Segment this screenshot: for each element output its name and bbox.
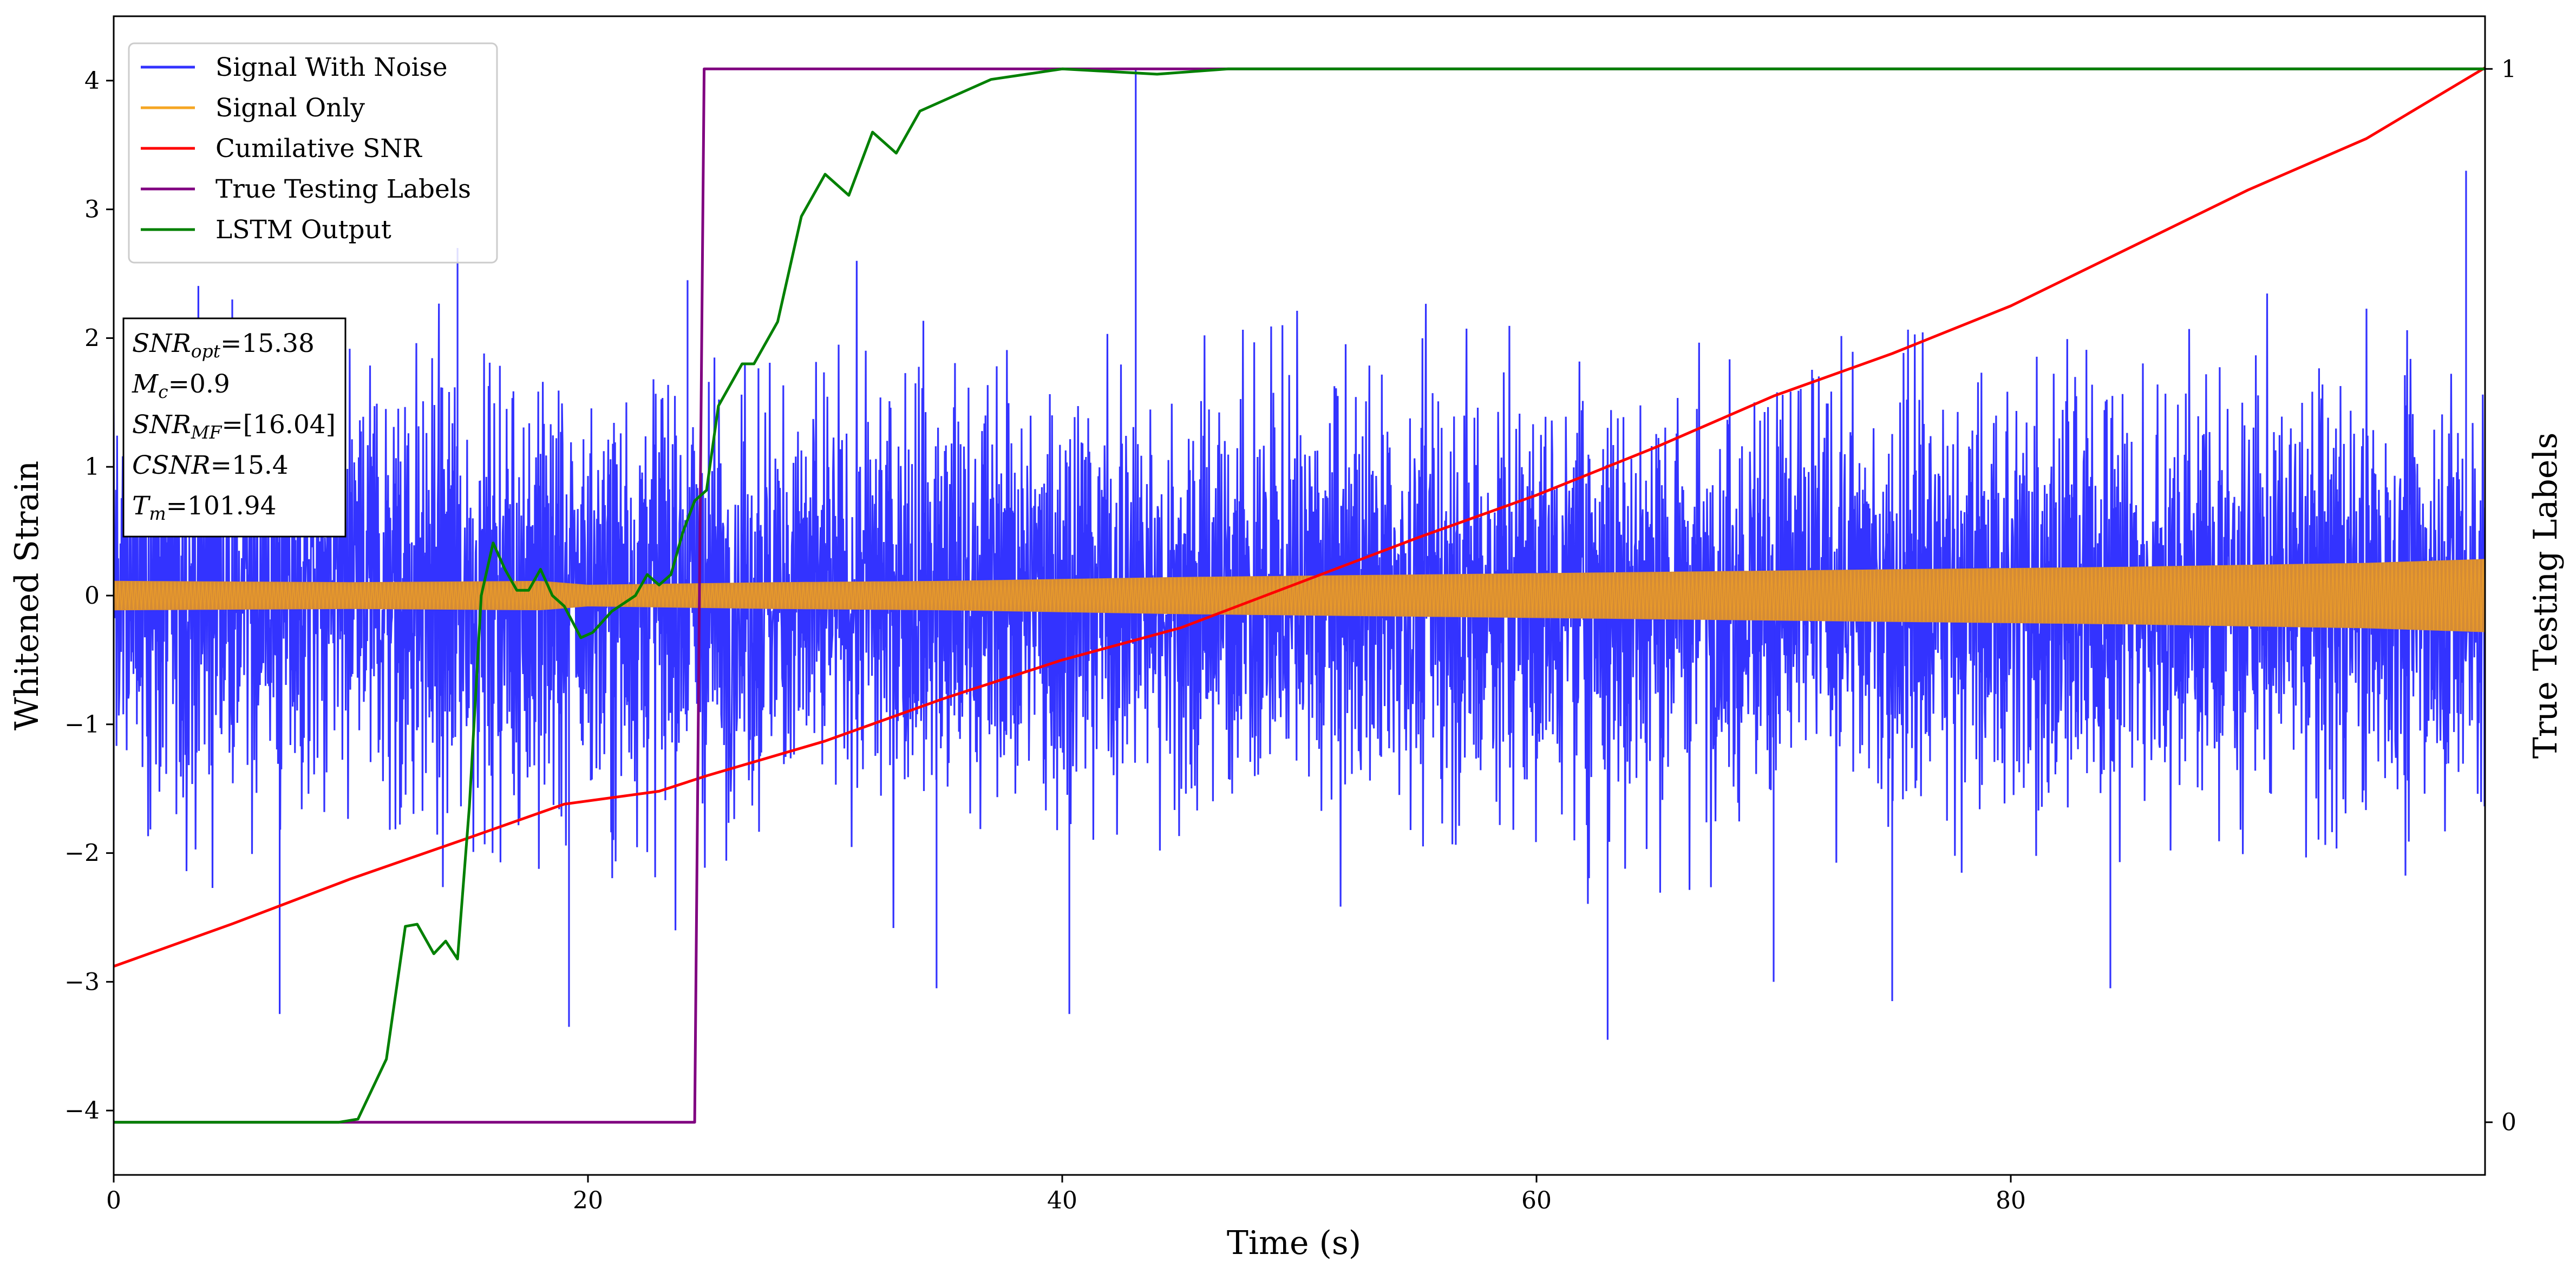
x-tick-label-4: 80 [1996, 1187, 2026, 1214]
legend: Signal With Noise Signal Only Cumilative S… [128, 42, 498, 264]
y-tick-label-8: 4 [84, 67, 100, 95]
x-tick-label-1: 20 [573, 1187, 603, 1214]
annotation-frame [122, 317, 346, 538]
legend-label-0: Signal With Noise [215, 53, 448, 82]
y-tick-label-3: −1 [64, 711, 100, 739]
lstm-output-line [114, 67, 2485, 1124]
y-tick-label-6: 2 [84, 324, 100, 352]
x-axis-title: Time (s) [1227, 1224, 1361, 1262]
y-tick-label-0: −4 [64, 1097, 100, 1125]
signal-only-line [114, 559, 2485, 632]
x-tick-label-2: 40 [1047, 1187, 1077, 1214]
legend-label-1: Signal Only [215, 93, 365, 123]
legend-label-3: True Testing Labels [215, 174, 471, 204]
y-tick-label-2: −2 [64, 840, 100, 867]
legend-label-4: LSTM Output [215, 215, 391, 245]
y-tick-label-4: 0 [84, 582, 100, 610]
y-tick-label-1: −3 [64, 968, 100, 996]
y2-axis-title: True Testing Labels [2527, 433, 2565, 759]
y-tick-label-7: 3 [84, 196, 100, 224]
y2-tick-label-1: 1 [2501, 55, 2516, 83]
signal-with-noise-line [114, 260, 2485, 931]
x-tick-label-3: 60 [1521, 1187, 1552, 1214]
x-tick-label-0: 0 [106, 1187, 121, 1214]
series-layer [114, 66, 2485, 1124]
annotation-line-0: SNRopt=15.38 [132, 329, 315, 362]
snr-annotation-box: SNRopt=15.38 Mc=0.9 SNRMF=[16.04] CSNR=15.4… [122, 317, 346, 538]
y2-tick-label-0: 0 [2501, 1109, 2516, 1136]
cumulative-snr-line [114, 66, 2485, 968]
annotation-line-1: Mc=0.9 [132, 369, 230, 402]
annotation-line-2: SNRMF=[16.04] [132, 410, 336, 443]
y-tick-label-5: 1 [84, 453, 100, 481]
annotation-line-4: Tm=101.94 [132, 491, 277, 524]
y-axis-title: Whitened Strain [8, 461, 46, 730]
legend-label-2: Cumilative SNR [215, 134, 422, 164]
annotation-line-3: CSNR=15.4 [132, 450, 289, 480]
legend-box [128, 42, 498, 264]
